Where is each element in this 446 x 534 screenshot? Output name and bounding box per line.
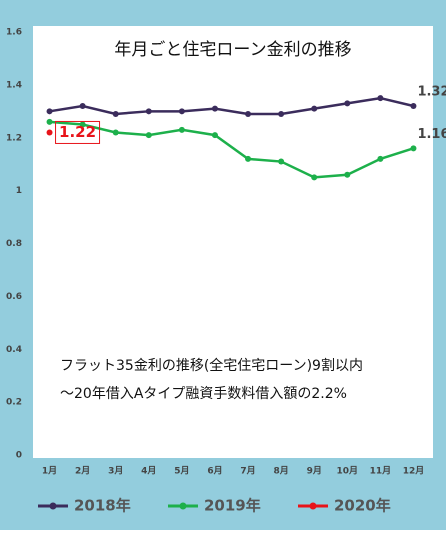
x-tick-label: 4月 bbox=[141, 466, 156, 477]
y-tick-label: 0.8 bbox=[6, 239, 22, 249]
legend-marker bbox=[309, 502, 317, 510]
x-tick-label: 11月 bbox=[370, 466, 392, 477]
x-tick-label: 9月 bbox=[307, 466, 322, 477]
line bbox=[49, 120, 414, 179]
marker bbox=[410, 145, 417, 152]
plot-area bbox=[33, 26, 433, 458]
marker bbox=[245, 110, 252, 117]
marker bbox=[112, 110, 119, 117]
x-tick-label: 7月 bbox=[240, 466, 255, 477]
marker bbox=[410, 103, 417, 110]
data-label: 1.22 bbox=[59, 123, 96, 141]
chart-title: 年月ごと住宅ローン金利の推移 bbox=[114, 40, 351, 60]
marker bbox=[46, 129, 53, 136]
legend-marker bbox=[49, 502, 57, 510]
marker bbox=[311, 105, 318, 112]
x-tick-label: 6月 bbox=[207, 466, 222, 477]
legend-marker bbox=[179, 502, 187, 510]
marker bbox=[377, 95, 384, 102]
marker bbox=[46, 108, 53, 115]
data-label-box bbox=[55, 120, 101, 144]
x-tick-label: 8月 bbox=[273, 466, 288, 477]
y-tick-label: 1 bbox=[16, 186, 22, 196]
x-tick-label: 12月 bbox=[403, 466, 425, 477]
marker bbox=[145, 132, 152, 139]
marker bbox=[79, 103, 86, 110]
marker bbox=[178, 108, 185, 115]
legend-label: 2019年 bbox=[204, 497, 261, 515]
data-label: 1.32 bbox=[417, 85, 446, 100]
marker bbox=[278, 110, 285, 117]
marker bbox=[245, 155, 252, 162]
marker bbox=[46, 118, 53, 125]
legend-label: 2018年 bbox=[74, 497, 131, 515]
x-tick-label: 10月 bbox=[337, 466, 359, 477]
y-tick-label: 1.6 bbox=[6, 28, 22, 38]
line bbox=[49, 96, 414, 116]
legend-label: 2020年 bbox=[334, 497, 391, 515]
y-tick-label: 0.6 bbox=[6, 292, 22, 302]
x-tick-label: 5月 bbox=[174, 466, 189, 477]
marker bbox=[344, 171, 351, 178]
marker bbox=[211, 132, 218, 139]
y-tick-label: 0.2 bbox=[6, 398, 22, 408]
x-tick-label: 3月 bbox=[108, 466, 123, 477]
x-tick-label: 2月 bbox=[75, 466, 90, 477]
marker bbox=[278, 158, 285, 165]
data-label: 1.16 bbox=[417, 127, 446, 142]
marker bbox=[311, 174, 318, 181]
marker bbox=[344, 100, 351, 107]
marker bbox=[79, 121, 86, 128]
annotation: フラット35金利の推移(全宅住宅ローン)9割以内 bbox=[60, 357, 363, 374]
y-tick-label: 1.2 bbox=[6, 133, 22, 143]
marker bbox=[178, 126, 185, 133]
y-tick-label: 0 bbox=[16, 451, 22, 461]
marker bbox=[112, 129, 119, 136]
annotation: ～20年借入Aタイプ融資手数料借入額の2.2% bbox=[60, 386, 347, 402]
marker bbox=[145, 108, 152, 115]
y-tick-label: 1.4 bbox=[6, 80, 22, 90]
x-tick-label: 1月 bbox=[42, 466, 57, 477]
marker bbox=[377, 155, 384, 162]
marker bbox=[211, 105, 218, 112]
y-tick-label: 0.4 bbox=[6, 345, 22, 355]
